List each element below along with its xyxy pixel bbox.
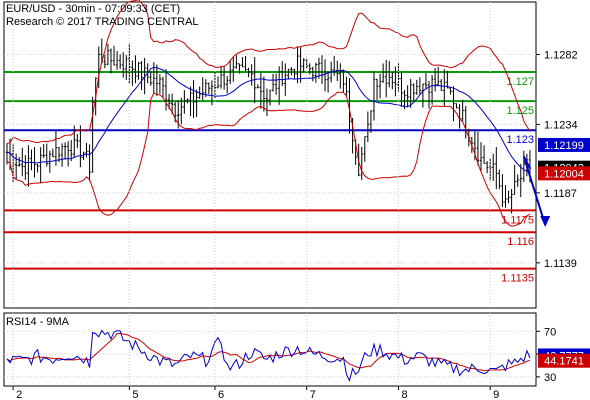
forecast-arrow-line bbox=[522, 156, 547, 226]
price-candles bbox=[5, 38, 532, 214]
level-label: 1.116 bbox=[507, 236, 534, 248]
price-badge bbox=[538, 166, 590, 181]
price-tick-label: 1.1234 bbox=[544, 119, 578, 131]
time-tick-label: 8 bbox=[401, 389, 407, 400]
level-label: 1.1135 bbox=[501, 273, 534, 285]
level-label: 1.123 bbox=[506, 134, 534, 146]
time-axis: 2 5 6 7 8 9 bbox=[12, 2, 499, 400]
bollinger-lower bbox=[6, 91, 531, 227]
time-tick-label: 6 bbox=[218, 389, 224, 400]
time-tick-label: 2 bbox=[16, 389, 22, 400]
rsi-panel-frame bbox=[3, 312, 537, 387]
price-badge bbox=[538, 137, 590, 152]
time-tick-label: 7 bbox=[310, 389, 316, 400]
level-label: 1.125 bbox=[506, 105, 534, 117]
time-tick-label: 5 bbox=[132, 389, 138, 400]
price-badge-label: 1.12004 bbox=[544, 168, 584, 180]
forecast-arrow bbox=[522, 156, 551, 227]
price-axis: 1.12821.12341.11871.11391.121991.120431.… bbox=[536, 49, 590, 270]
moving-average bbox=[6, 66, 531, 174]
forecast-arrow-head bbox=[540, 215, 551, 227]
rsi-tick-label: 70 bbox=[544, 326, 556, 338]
chart-subtitle: Research © 2017 TRADING CENTRAL bbox=[6, 16, 199, 28]
price-tick-label: 1.1187 bbox=[544, 188, 577, 200]
chart-title: EUR/USD - 30min - 07:09:33 (CET) bbox=[6, 3, 180, 15]
price-badge-label: 1.12199 bbox=[544, 140, 584, 152]
level-label: 1.127 bbox=[506, 76, 534, 88]
rsi-axis: 70503048.777744.1741 bbox=[536, 326, 590, 384]
rsi-badge-label: 44.1741 bbox=[544, 356, 584, 368]
bollinger-upper bbox=[6, 0, 531, 144]
rsi-badge bbox=[538, 353, 590, 368]
price-tick-label: 1.1139 bbox=[544, 258, 577, 270]
rsi-line bbox=[6, 329, 531, 383]
rsi-lines bbox=[6, 329, 531, 383]
rsi-title: RSI14 - 9MA bbox=[6, 316, 70, 328]
time-tick-label: 9 bbox=[493, 389, 499, 400]
rsi-tick-label: 30 bbox=[544, 372, 556, 384]
price-overlays bbox=[6, 0, 531, 227]
rsi-ma-line bbox=[6, 332, 531, 372]
price-tick-label: 1.1282 bbox=[544, 49, 578, 61]
